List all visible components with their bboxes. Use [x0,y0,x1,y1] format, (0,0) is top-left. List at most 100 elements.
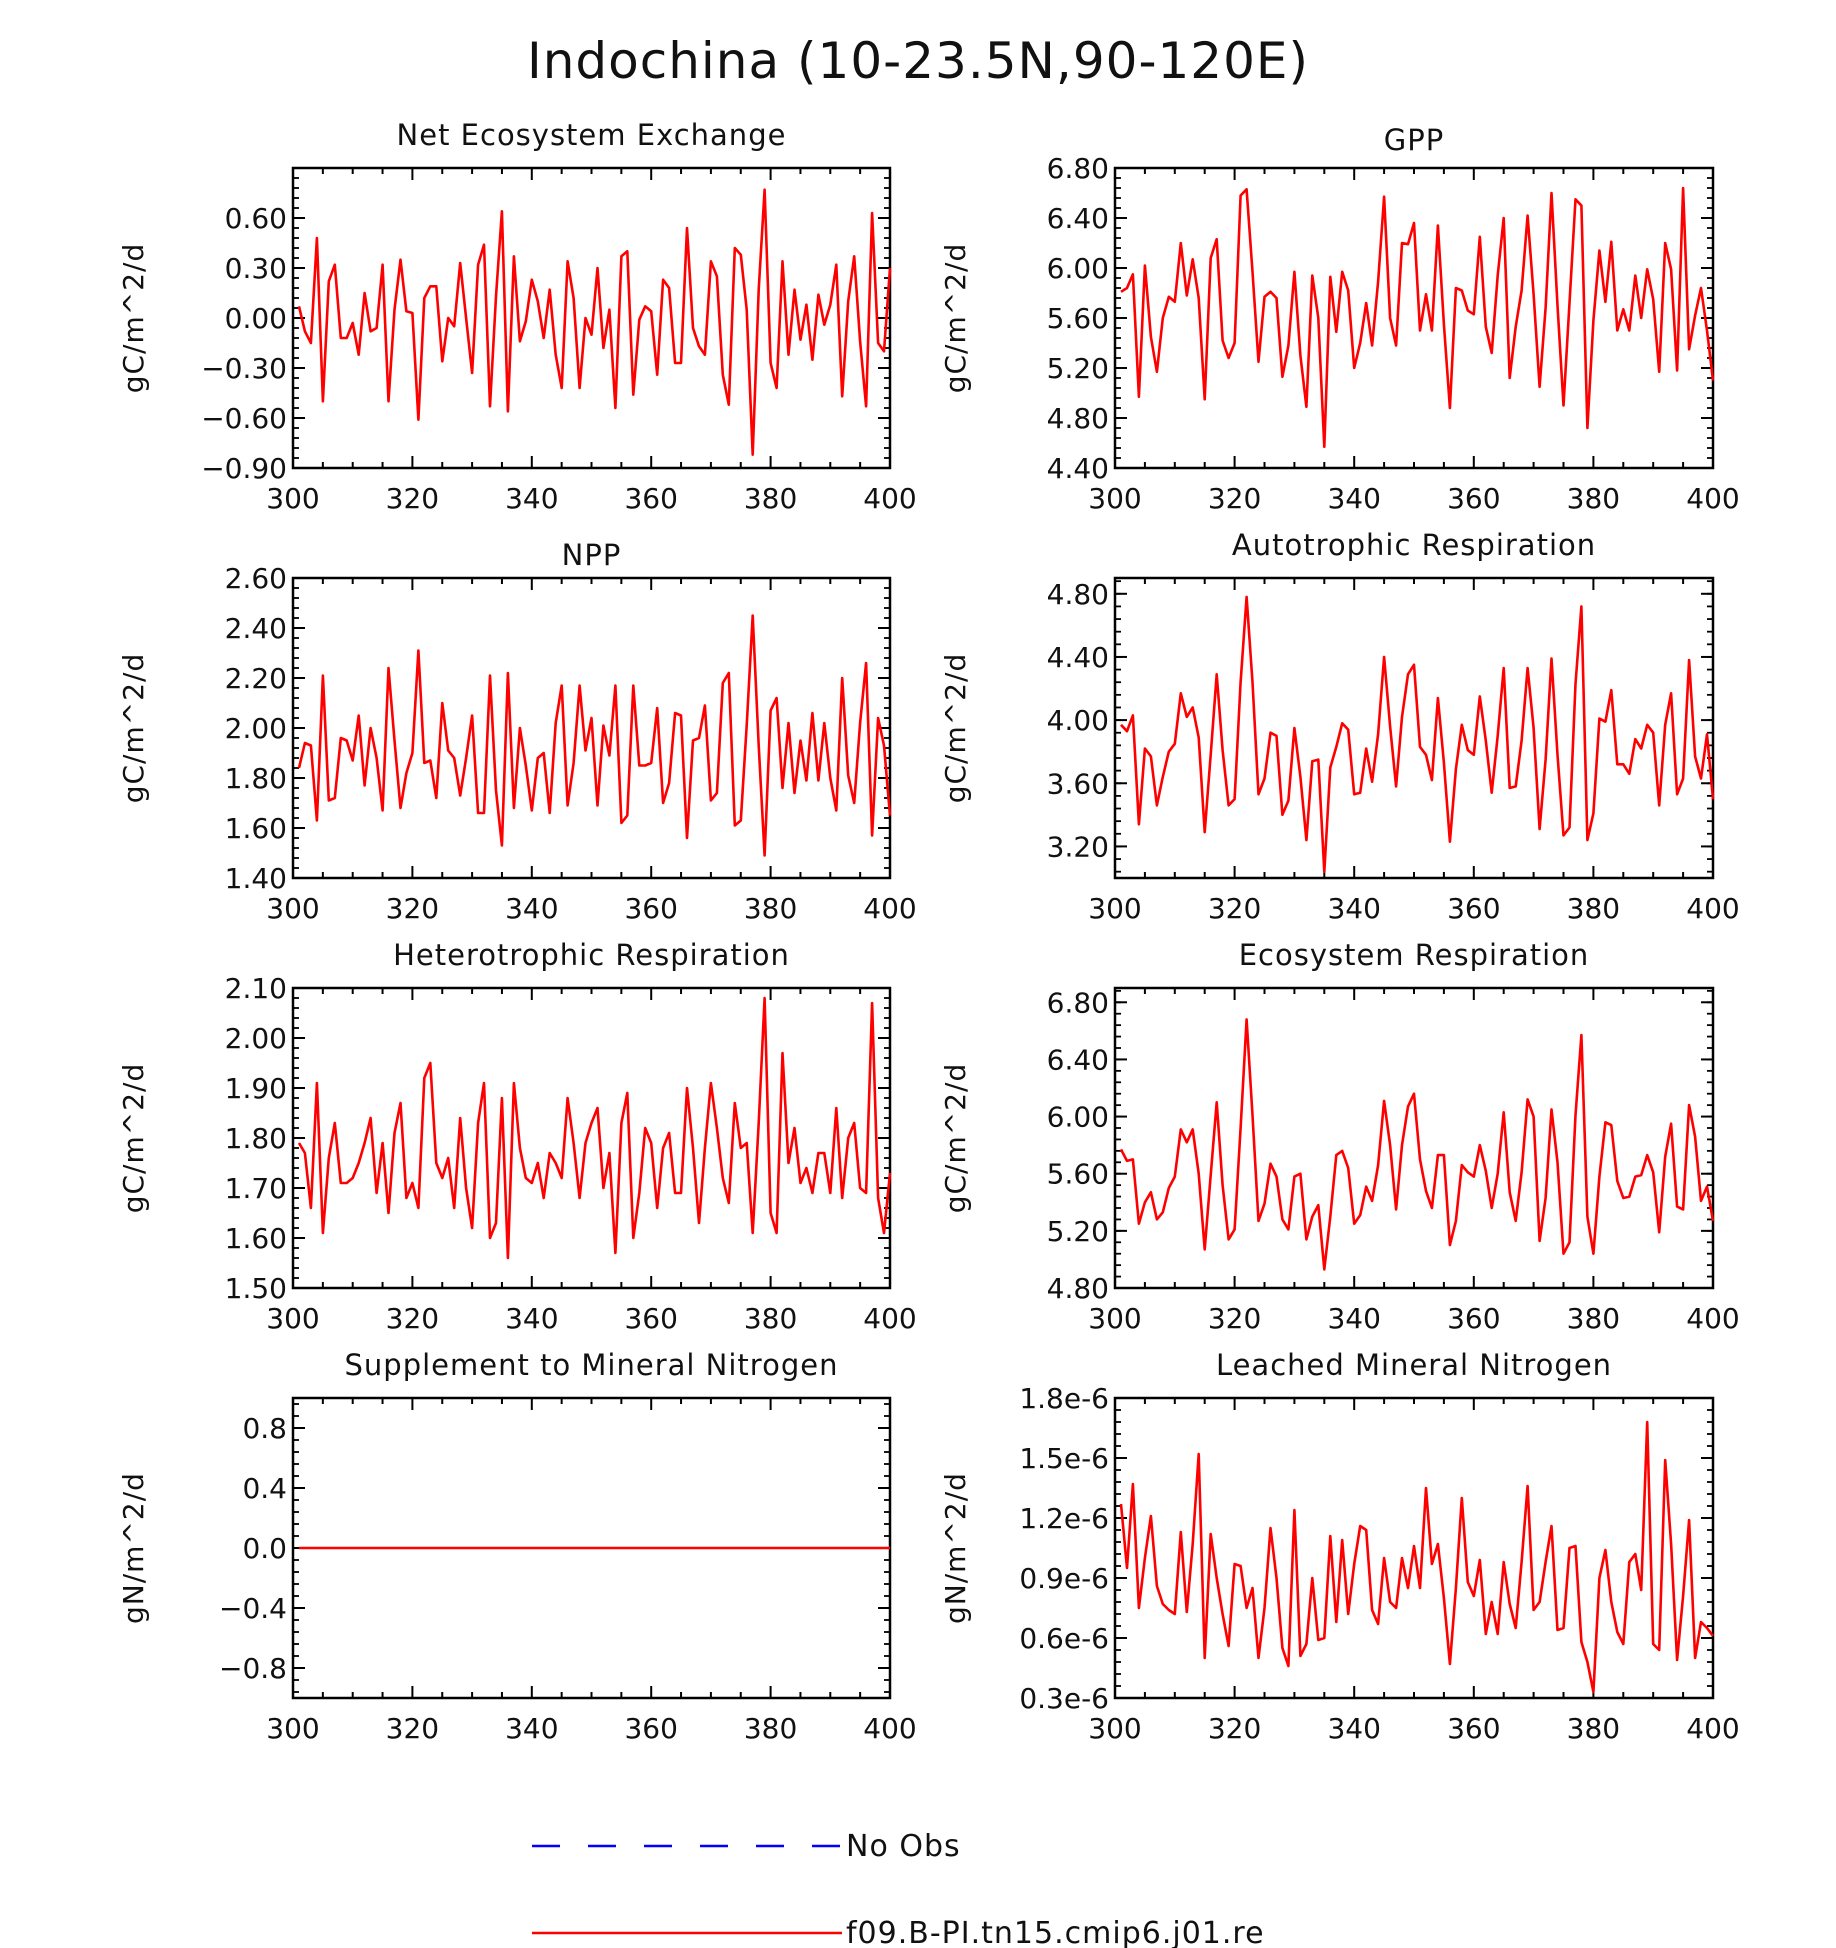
x-tick-label: 340 [1327,892,1380,925]
x-tick-label: 360 [624,1302,677,1335]
x-tick-label: 400 [863,1302,916,1335]
y-axis-label: gN/m^2/d [939,1472,972,1624]
y-tick-label: 1.70 [225,1172,287,1205]
y-tick-label: 4.00 [1047,704,1109,737]
x-tick-label: 400 [1686,1712,1739,1745]
panel-ecosystem-respiration: 300 320 340 360 380 400 4.80 5.20 5.60 6.00 6.40 6.… [939,938,1740,1335]
panel-title: Heterotrophic Respiration [393,938,790,972]
panel-net-ecosystem-exchange: 300 320 340 360 380 400 −0.90 −0.60 −0.30 0.00 0.3… [117,118,917,515]
x-tick-label: 400 [863,482,916,515]
x-tick-label: 360 [624,892,677,925]
y-tick-label: 6.40 [1047,1043,1109,1076]
y-tick-label: 2.00 [225,1022,287,1055]
x-tick-label: 320 [1208,1302,1261,1335]
panel-title: NPP [562,538,622,572]
y-tick-label: 5.20 [1047,1215,1109,1248]
y-tick-label: 0.4 [242,1472,287,1505]
x-tick-label: 300 [1088,1302,1141,1335]
x-tick-label: 380 [744,892,797,925]
y-tick-label: 5.20 [1047,352,1109,385]
y-tick-label: 2.00 [225,712,287,745]
panel-autotrophic-respiration: 300 320 340 360 380 400 3.20 3.60 4.00 4.40 4.80 gC… [939,528,1740,925]
plot-frame [291,986,892,1290]
y-tick-label: 2.60 [225,562,287,595]
plot-frame [291,166,892,470]
y-tick-label: 6.80 [1047,152,1109,185]
plot-frame [1113,166,1715,470]
y-tick-label: 3.20 [1047,830,1109,863]
x-tick-label: 380 [1567,1302,1620,1335]
x-tick-label: 320 [386,482,439,515]
y-tick-label: 0.9e-6 [1019,1562,1109,1595]
y-axis-label: gC/m^2/d [939,653,972,804]
y-tick-label: 1.80 [225,1122,287,1155]
y-tick-label: 6.80 [1047,986,1109,1019]
y-tick-label: −0.60 [201,402,287,435]
y-tick-label: 1.60 [225,1222,287,1255]
y-tick-label: −0.8 [219,1652,287,1685]
legend-label-no-obs: No Obs [846,1829,961,1864]
y-tick-label: 0.6e-6 [1019,1622,1109,1655]
series-line [1120,595,1715,874]
x-tick-label: 340 [505,482,558,515]
x-tick-label: 380 [744,482,797,515]
x-tick-label: 400 [863,1712,916,1745]
y-tick-label: 1.40 [225,862,287,895]
panel-title: GPP [1384,123,1444,157]
y-axis-label: gC/m^2/d [117,653,150,804]
x-tick-label: 300 [266,892,319,925]
x-tick-label: 380 [744,1712,797,1745]
x-tick-label: 300 [1088,1712,1141,1745]
x-tick-label: 400 [1686,892,1739,925]
x-tick-label: 340 [1327,1302,1380,1335]
x-tick-label: 320 [386,1302,439,1335]
y-tick-label: −0.4 [219,1592,287,1625]
x-tick-label: 300 [266,1712,319,1745]
panel-heterotrophic-respiration: 300 320 340 360 380 400 1.50 1.60 1.70 1.80 1.90 2.… [117,938,917,1335]
y-tick-label: 1.90 [225,1072,287,1105]
y-tick-label: −0.30 [201,352,287,385]
x-tick-label: 360 [1447,482,1500,515]
panel-title: Ecosystem Respiration [1239,938,1590,972]
series-line [1119,1420,1715,1694]
y-tick-label: 1.50 [225,1272,287,1305]
x-tick-label: 300 [266,482,319,515]
x-tick-label: 300 [1088,482,1141,515]
y-tick-label: 5.60 [1047,1158,1109,1191]
x-tick-label: 320 [386,892,439,925]
panel-leached-mineral-nitrogen: 300 320 340 360 380 400 0.3e-6 0.6e-6 0.9e-6 1.2e… [939,1348,1740,1745]
y-tick-label: 4.40 [1047,452,1109,485]
x-tick-label: 380 [1567,892,1620,925]
y-tick-label: 4.80 [1047,578,1109,611]
y-axis-label: gC/m^2/d [939,1063,972,1214]
panels: 300 320 340 360 380 400 −0.90 −0.60 −0.30 0.00 0.3… [117,118,1740,1745]
x-tick-label: 380 [1567,482,1620,515]
y-tick-label: 0.3e-6 [1019,1682,1109,1715]
y-tick-label: 5.60 [1047,302,1109,335]
y-tick-label: 1.60 [225,812,287,845]
panel-title: Supplement to Mineral Nitrogen [345,1348,839,1382]
x-tick-label: 360 [1447,1302,1500,1335]
figure-title: Indochina (10-23.5N,90-120E) [527,32,1309,90]
x-tick-label: 320 [386,1712,439,1745]
series-line [297,996,892,1260]
y-tick-label: 1.80 [225,762,287,795]
x-tick-label: 360 [624,482,677,515]
series-line [1120,186,1715,449]
y-tick-label: 3.60 [1047,767,1109,800]
x-tick-label: 300 [266,1302,319,1335]
panel-supplement-to-mineral-nitrogen: 300 320 340 360 380 400 −0.8 −0.4 0.0 0.4 0.8 gN/m^… [117,1348,917,1745]
y-tick-label: 0.30 [225,252,287,285]
y-tick-label: 0.00 [225,302,287,335]
y-tick-label: −0.90 [201,452,287,485]
x-tick-label: 340 [505,1712,558,1745]
series-line [297,188,892,457]
y-tick-label: 4.80 [1047,402,1109,435]
x-tick-label: 340 [505,1302,558,1335]
panel-title: Autotrophic Respiration [1232,528,1596,562]
x-tick-label: 400 [1686,482,1739,515]
y-tick-label: 4.80 [1047,1272,1109,1305]
panel-gpp: 300 320 340 360 380 400 4.40 4.80 5.20 5.60 6.00 6.… [939,123,1740,515]
